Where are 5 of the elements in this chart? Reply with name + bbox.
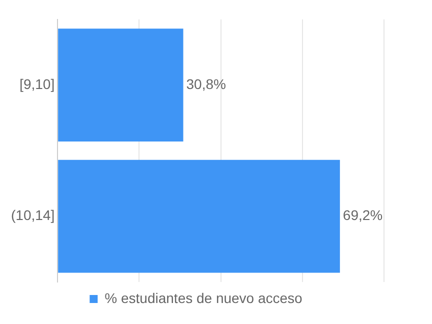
data-label: 30,8% bbox=[186, 76, 226, 92]
legend-label: % estudiantes de nuevo acceso bbox=[104, 290, 303, 306]
data-label: 69,2% bbox=[342, 207, 383, 224]
y-tick-label: (10,14] bbox=[10, 207, 55, 224]
y-tick-label: [9,10] bbox=[20, 76, 55, 92]
